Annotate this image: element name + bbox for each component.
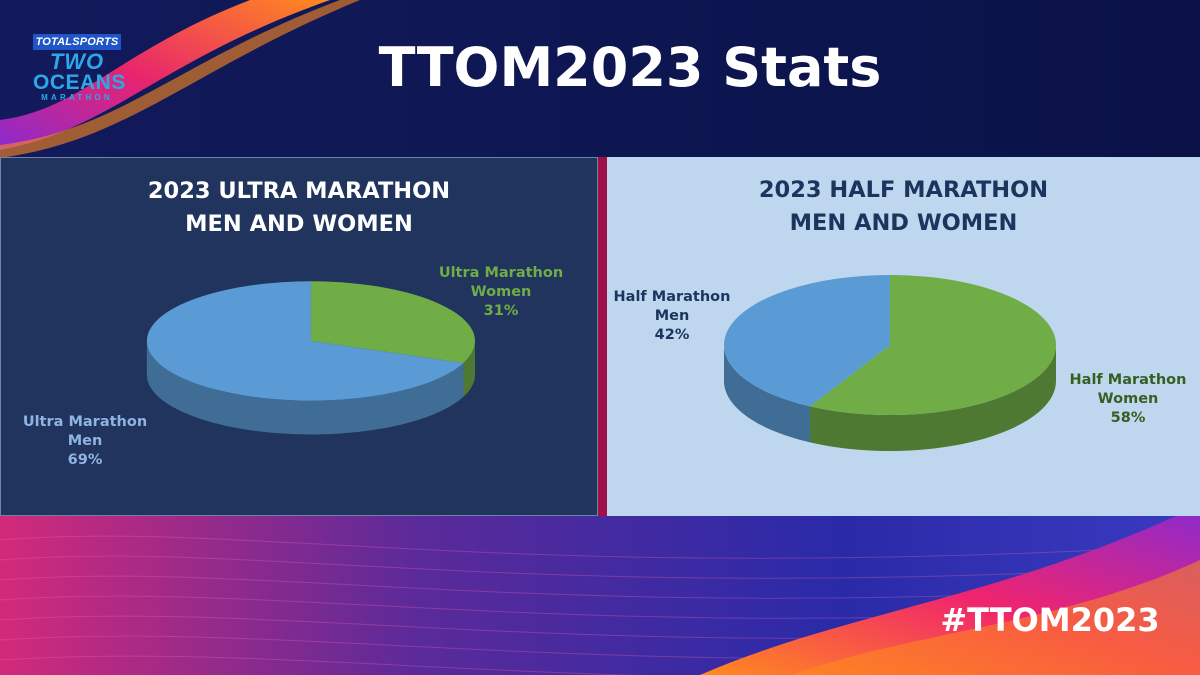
- logo-line-two: TWO: [49, 49, 105, 74]
- label-percent: 58%: [1110, 410, 1146, 426]
- label-line: Ultra Marathon: [438, 265, 564, 281]
- ultra-slice-ultra-marathon-women: [310, 281, 476, 363]
- label-line: Men: [67, 433, 103, 449]
- label-line: Half Marathon: [613, 289, 731, 305]
- data-label-ultra-men: Ultra Marathon Men 69%: [5, 413, 165, 470]
- logo-line-oceans: OCEANS: [33, 71, 126, 94]
- page-title: TTOM2023 Stats: [378, 36, 882, 99]
- label-line: Women: [1097, 391, 1159, 407]
- panel-divider: [598, 157, 607, 516]
- label-percent: 31%: [483, 303, 519, 319]
- chart-title-line: MEN AND WOMEN: [185, 211, 413, 237]
- chart-title-line: MEN AND WOMEN: [789, 210, 1018, 236]
- ultra-side-ultra-marathon-women: [463, 340, 476, 397]
- half-slice-half-marathon-women: [810, 275, 1057, 415]
- chart-title-line: 2023 ULTRA MARATHON: [147, 178, 451, 204]
- half-side-half-marathon-women: [810, 345, 1056, 451]
- label-percent: 69%: [67, 452, 103, 468]
- ultra-marathon-pie-chart: [146, 281, 476, 435]
- half-slice-half-marathon-men: [724, 275, 890, 407]
- chart-title-line: 2023 HALF MARATHON: [758, 177, 1049, 203]
- label-line: Ultra Marathon: [22, 414, 148, 430]
- data-label-half-men: Half Marathon Men 42%: [597, 288, 747, 345]
- data-label-ultra-women: Ultra Marathon Women 31%: [421, 264, 581, 321]
- logo-sponsor-text: TOTALSPORTS: [33, 34, 121, 50]
- label-line: Men: [654, 308, 690, 324]
- two-oceans-logo: TOTALSPORTS TWO OCEANS MARATHON: [33, 34, 126, 104]
- data-label-half-women: Half Marathon Women 58%: [1053, 371, 1200, 428]
- logo-line-marathon: MARATHON: [41, 93, 113, 102]
- label-percent: 42%: [654, 327, 690, 343]
- chart-title: 2023 ULTRA MARATHON MEN AND WOMEN: [1, 175, 597, 241]
- ultra-marathon-chart-panel: 2023 ULTRA MARATHON MEN AND WOMEN Ultra …: [0, 157, 598, 516]
- ultra-side-ultra-marathon-men: [146, 340, 464, 435]
- ultra-slice-ultra-marathon-men: [146, 281, 464, 401]
- label-line: Half Marathon: [1069, 372, 1187, 388]
- half-side-half-marathon-men: [724, 345, 811, 443]
- hashtag: #TTOM2023: [940, 601, 1160, 639]
- half-marathon-pie-chart: [724, 275, 1057, 451]
- label-line: Women: [470, 284, 532, 300]
- half-marathon-chart-panel: 2023 HALF MARATHON MEN AND WOMEN Half Ma…: [607, 157, 1200, 516]
- chart-title: 2023 HALF MARATHON MEN AND WOMEN: [607, 174, 1200, 240]
